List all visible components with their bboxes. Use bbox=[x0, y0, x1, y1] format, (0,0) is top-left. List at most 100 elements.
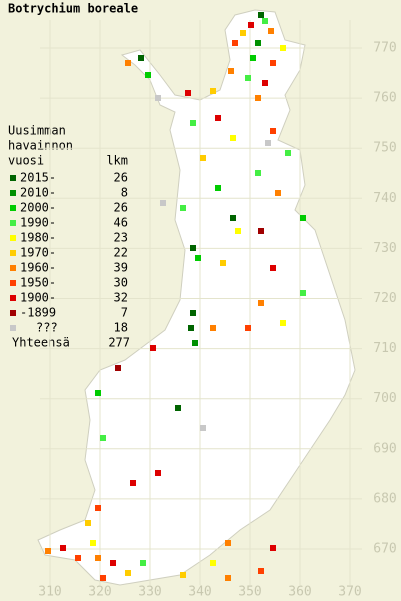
y-grid-label: 760 bbox=[373, 91, 396, 106]
y-grid-label: 700 bbox=[373, 391, 396, 406]
occurrence-square bbox=[125, 60, 131, 66]
occurrence-square bbox=[200, 425, 206, 431]
occurrence-square bbox=[240, 30, 246, 36]
occurrence-square bbox=[262, 18, 268, 24]
legend-count: 32 bbox=[114, 291, 128, 305]
legend-swatch bbox=[10, 280, 16, 286]
occurrence-square bbox=[110, 560, 116, 566]
occurrence-square bbox=[95, 555, 101, 561]
occurrence-square bbox=[230, 215, 236, 221]
x-grid-label: 350 bbox=[238, 585, 261, 600]
y-grid-label: 710 bbox=[373, 341, 396, 356]
legend-label: 1970- bbox=[20, 246, 56, 260]
occurrence-square bbox=[215, 115, 221, 121]
legend-count: 26 bbox=[114, 171, 128, 185]
x-grid-label: 360 bbox=[288, 585, 311, 600]
occurrence-square bbox=[245, 75, 251, 81]
occurrence-square bbox=[140, 560, 146, 566]
occurrence-square bbox=[160, 200, 166, 206]
occurrence-square bbox=[268, 28, 274, 34]
legend-swatch bbox=[10, 220, 16, 226]
occurrence-square bbox=[285, 150, 291, 156]
legend-label: 2015- bbox=[20, 171, 56, 185]
occurrence-square bbox=[258, 568, 264, 574]
legend-total: 277 bbox=[108, 336, 130, 350]
occurrence-square bbox=[185, 90, 191, 96]
occurrence-square bbox=[280, 320, 286, 326]
occurrence-square bbox=[220, 260, 226, 266]
occurrence-square bbox=[138, 55, 144, 61]
occurrence-square bbox=[190, 310, 196, 316]
legend-label: 1960- bbox=[20, 261, 56, 275]
y-grid-label: 730 bbox=[373, 241, 396, 256]
occurrence-square bbox=[228, 68, 234, 74]
occurrence-square bbox=[125, 570, 131, 576]
occurrence-square bbox=[190, 120, 196, 126]
legend-count: 46 bbox=[114, 216, 128, 230]
legend-heading: havainnon bbox=[8, 139, 73, 153]
occurrence-square bbox=[155, 470, 161, 476]
legend-count: 18 bbox=[114, 321, 128, 335]
legend-label: 2000- bbox=[20, 201, 56, 215]
legend-swatch bbox=[10, 190, 16, 196]
legend-count: 22 bbox=[114, 246, 128, 260]
legend-label: 1990- bbox=[20, 216, 56, 230]
occurrence-square bbox=[188, 325, 194, 331]
x-grid-label: 310 bbox=[38, 585, 61, 600]
occurrence-square bbox=[230, 135, 236, 141]
legend-count: 23 bbox=[114, 231, 128, 245]
legend-label: 1950- bbox=[20, 276, 56, 290]
occurrence-square bbox=[215, 185, 221, 191]
x-grid-label: 330 bbox=[138, 585, 161, 600]
legend-count: 30 bbox=[114, 276, 128, 290]
occurrence-square bbox=[115, 365, 121, 371]
x-grid-label: 370 bbox=[338, 585, 361, 600]
occurrence-square bbox=[210, 560, 216, 566]
legend-swatch bbox=[10, 205, 16, 211]
occurrence-square bbox=[258, 228, 264, 234]
occurrence-square bbox=[300, 215, 306, 221]
legend-swatch bbox=[10, 310, 16, 316]
legend-swatch bbox=[10, 175, 16, 181]
occurrence-square bbox=[95, 390, 101, 396]
occurrence-square bbox=[262, 80, 268, 86]
occurrence-square bbox=[232, 40, 238, 46]
legend-label: ??? bbox=[36, 321, 58, 335]
y-grid-label: 720 bbox=[373, 291, 396, 306]
occurrence-square bbox=[250, 55, 256, 61]
occurrence-square bbox=[175, 405, 181, 411]
occurrence-square bbox=[210, 88, 216, 94]
occurrence-square bbox=[90, 540, 96, 546]
occurrence-square bbox=[190, 245, 196, 251]
occurrence-square bbox=[245, 325, 251, 331]
y-grid-label: 670 bbox=[373, 542, 396, 557]
x-grid-label: 320 bbox=[88, 585, 111, 600]
occurrence-square bbox=[225, 575, 231, 581]
occurrence-square bbox=[280, 45, 286, 51]
occurrence-square bbox=[258, 12, 264, 18]
occurrence-square bbox=[265, 140, 271, 146]
occurrence-square bbox=[150, 345, 156, 351]
occurrence-square bbox=[75, 555, 81, 561]
legend-count: 26 bbox=[114, 201, 128, 215]
legend-count: 39 bbox=[114, 261, 128, 275]
occurrence-square bbox=[195, 255, 201, 261]
y-grid-label: 680 bbox=[373, 491, 396, 506]
occurrence-square bbox=[180, 572, 186, 578]
y-grid-label: 770 bbox=[373, 41, 396, 56]
occurrence-square bbox=[95, 505, 101, 511]
occurrence-square bbox=[85, 520, 91, 526]
occurrence-square bbox=[270, 545, 276, 551]
y-grid-label: 740 bbox=[373, 191, 396, 206]
legend-label: 1980- bbox=[20, 231, 56, 245]
occurrence-square bbox=[270, 128, 276, 134]
legend-count: 7 bbox=[121, 306, 128, 320]
occurrence-square bbox=[130, 480, 136, 486]
legend-swatch bbox=[10, 235, 16, 241]
legend-label: -1899 bbox=[20, 306, 56, 320]
legend-swatch bbox=[10, 265, 16, 271]
occurrence-square bbox=[300, 290, 306, 296]
legend-subheading: vuosi bbox=[8, 154, 44, 168]
map-title: Botrychium boreale bbox=[8, 2, 138, 16]
